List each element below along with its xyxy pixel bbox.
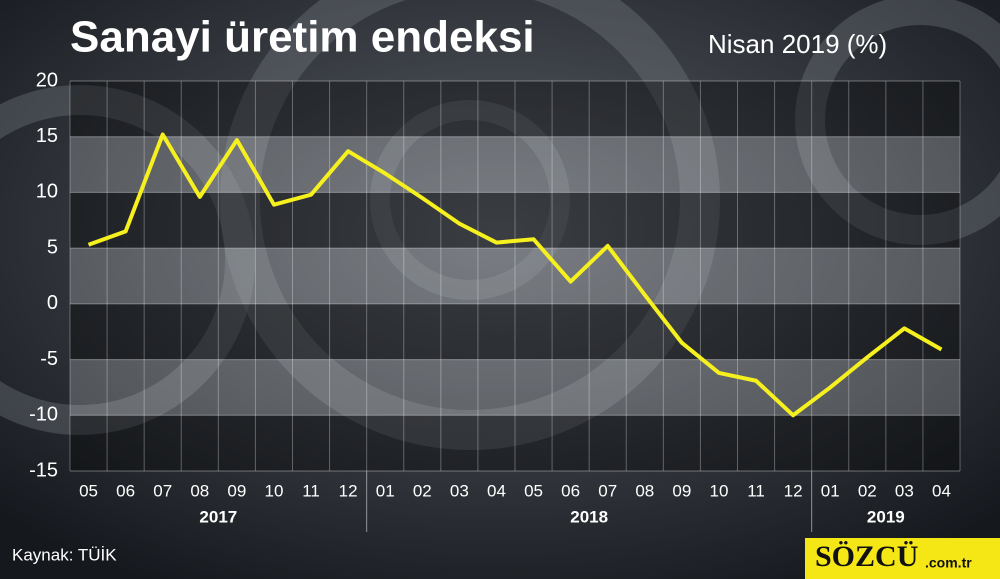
plot-band [70, 415, 960, 471]
x-tick-label: 11 [302, 481, 320, 500]
x-tick-label: 12 [784, 481, 803, 500]
x-tick-label: 06 [561, 481, 580, 500]
x-tick-label: 11 [747, 481, 765, 500]
plot-band [70, 248, 960, 304]
x-tick-label: 02 [413, 481, 432, 500]
x-tick-label: 08 [190, 481, 209, 500]
x-tick-label: 07 [153, 481, 172, 500]
brand-name: SÖZCÜ [815, 540, 918, 573]
x-tick-label: 04 [932, 481, 951, 500]
gear-decoration [0, 0, 1000, 450]
x-tick-label: 10 [709, 481, 728, 500]
year-label: 2019 [867, 507, 905, 526]
y-tick-label: -5 [40, 348, 58, 370]
y-tick-label: 0 [47, 292, 58, 314]
x-tick-label: 09 [672, 481, 691, 500]
x-tick-label: 10 [264, 481, 283, 500]
y-tick-label: 10 [36, 181, 58, 203]
y-tick-label: 20 [36, 69, 58, 91]
x-tick-label: 01 [821, 481, 840, 500]
y-tick-label: 15 [36, 125, 58, 147]
x-tick-label: 08 [635, 481, 654, 500]
plot-band [70, 81, 960, 137]
year-label: 2018 [570, 507, 608, 526]
x-tick-label: 06 [116, 481, 135, 500]
y-tick-label: 5 [47, 236, 58, 258]
x-tick-label: 05 [524, 481, 543, 500]
plot-band [70, 192, 960, 249]
x-tick-label: 03 [895, 481, 914, 500]
x-tick-label: 09 [227, 481, 246, 500]
y-tick-label: -10 [29, 404, 58, 426]
plot-band [70, 359, 960, 416]
x-tick-label: 12 [339, 481, 358, 500]
plot-band [70, 136, 960, 193]
chart-title: Sanayi üretim endeksi [70, 13, 535, 62]
line-series [87, 132, 943, 418]
plot-band [70, 303, 960, 360]
x-tick-label: 03 [450, 481, 469, 500]
x-tick-label: 04 [487, 481, 506, 500]
x-tick-label: 01 [376, 481, 395, 500]
source: Kaynak: TÜİK [12, 545, 117, 564]
brand-box [805, 538, 1000, 579]
brand-domain: .com.tr [925, 555, 972, 571]
y-tick-label: -15 [29, 459, 58, 481]
x-tick-label: 05 [79, 481, 98, 500]
x-tick-label: 07 [598, 481, 617, 500]
x-tick-label: 02 [858, 481, 877, 500]
chart-subtitle: Nisan 2019 (%) [708, 29, 887, 59]
year-label: 2017 [199, 507, 237, 526]
